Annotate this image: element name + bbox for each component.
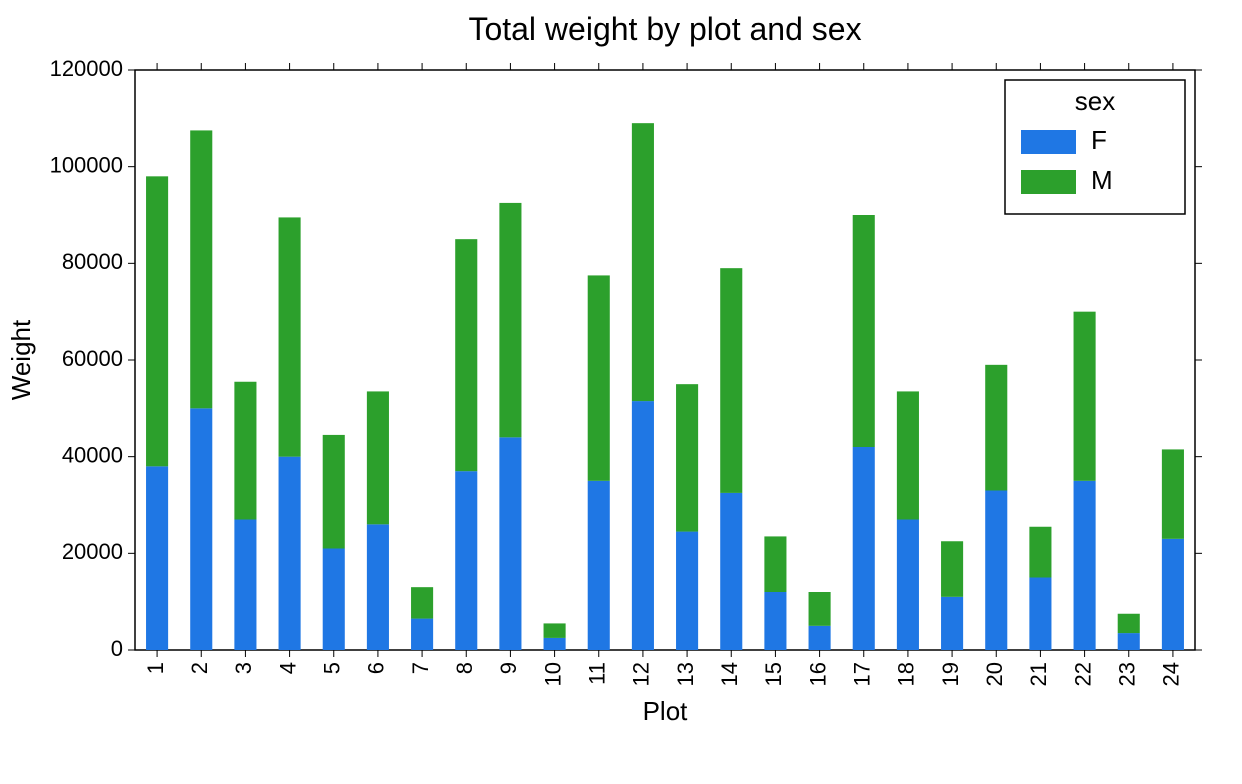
y-tick-label: 40000 xyxy=(62,442,123,467)
bar-F xyxy=(1074,481,1096,650)
x-tick-label: 4 xyxy=(275,662,300,674)
chart-container: 0200004000060000800001000001200001234567… xyxy=(0,0,1242,784)
x-tick-label: 18 xyxy=(894,662,919,686)
bar-M xyxy=(499,203,521,437)
x-tick-label: 17 xyxy=(850,662,875,686)
bar-F xyxy=(1029,578,1051,651)
legend-swatch xyxy=(1021,130,1076,154)
y-tick-label: 0 xyxy=(111,636,123,661)
x-tick-label: 3 xyxy=(231,662,256,674)
x-tick-label: 1 xyxy=(143,662,168,674)
legend-title: sex xyxy=(1075,86,1115,116)
chart-title: Total weight by plot and sex xyxy=(468,11,861,47)
stacked-bar-chart: 0200004000060000800001000001200001234567… xyxy=(0,0,1242,784)
bar-F xyxy=(1162,539,1184,650)
y-tick-label: 80000 xyxy=(62,249,123,274)
x-tick-label: 22 xyxy=(1070,662,1095,686)
x-tick-label: 8 xyxy=(452,662,477,674)
bar-M xyxy=(455,239,477,471)
x-tick-label: 7 xyxy=(408,662,433,674)
bar-F xyxy=(367,524,389,650)
bar-F xyxy=(234,520,256,651)
bar-M xyxy=(764,536,786,592)
x-tick-label: 13 xyxy=(673,662,698,686)
bar-F xyxy=(897,520,919,651)
legend-label: F xyxy=(1091,125,1107,155)
bar-F xyxy=(941,597,963,650)
bar-F xyxy=(455,471,477,650)
bar-F xyxy=(411,619,433,650)
bar-F xyxy=(764,592,786,650)
bar-F xyxy=(323,549,345,651)
y-tick-label: 100000 xyxy=(50,152,123,177)
legend-swatch xyxy=(1021,170,1076,194)
bar-M xyxy=(676,384,698,531)
bar-F xyxy=(544,638,566,650)
bar-M xyxy=(1074,312,1096,481)
bar-M xyxy=(1029,527,1051,578)
x-tick-label: 9 xyxy=(496,662,521,674)
bar-F xyxy=(1118,633,1140,650)
x-tick-label: 11 xyxy=(585,662,610,685)
x-tick-label: 5 xyxy=(320,662,345,674)
x-tick-label: 21 xyxy=(1026,662,1051,686)
bar-F xyxy=(146,466,168,650)
bar-M xyxy=(897,391,919,519)
bar-F xyxy=(279,457,301,650)
bar-M xyxy=(853,215,875,447)
bar-F xyxy=(809,626,831,650)
bar-F xyxy=(985,491,1007,651)
x-tick-label: 14 xyxy=(717,662,742,686)
bar-F xyxy=(190,408,212,650)
x-tick-label: 12 xyxy=(629,662,654,686)
bar-M xyxy=(720,268,742,493)
bar-M xyxy=(544,623,566,638)
x-tick-label: 16 xyxy=(805,662,830,686)
bar-M xyxy=(367,391,389,524)
x-tick-label: 10 xyxy=(540,662,565,686)
bar-M xyxy=(411,587,433,618)
x-tick-label: 2 xyxy=(187,662,212,674)
x-tick-label: 23 xyxy=(1115,662,1140,686)
bar-M xyxy=(323,435,345,549)
bar-M xyxy=(190,130,212,408)
bar-M xyxy=(941,541,963,597)
bar-F xyxy=(676,532,698,650)
bar-F xyxy=(632,401,654,650)
y-tick-label: 20000 xyxy=(62,539,123,564)
y-tick-label: 120000 xyxy=(50,56,123,81)
bar-F xyxy=(853,447,875,650)
bar-F xyxy=(499,437,521,650)
y-axis-label: Weight xyxy=(6,319,36,400)
x-tick-label: 19 xyxy=(938,662,963,686)
x-axis-label: Plot xyxy=(643,696,689,726)
legend-label: M xyxy=(1091,165,1113,195)
bar-F xyxy=(588,481,610,650)
bar-M xyxy=(809,592,831,626)
x-tick-label: 15 xyxy=(761,662,786,686)
bar-F xyxy=(720,493,742,650)
bar-M xyxy=(588,275,610,480)
bar-M xyxy=(279,217,301,456)
bar-M xyxy=(1162,449,1184,538)
bar-M xyxy=(234,382,256,520)
bar-M xyxy=(632,123,654,401)
y-tick-label: 60000 xyxy=(62,346,123,371)
bar-M xyxy=(985,365,1007,491)
x-tick-label: 20 xyxy=(982,662,1007,686)
bar-M xyxy=(146,176,168,466)
bar-M xyxy=(1118,614,1140,633)
x-tick-label: 6 xyxy=(364,662,389,674)
x-tick-label: 24 xyxy=(1159,662,1184,686)
